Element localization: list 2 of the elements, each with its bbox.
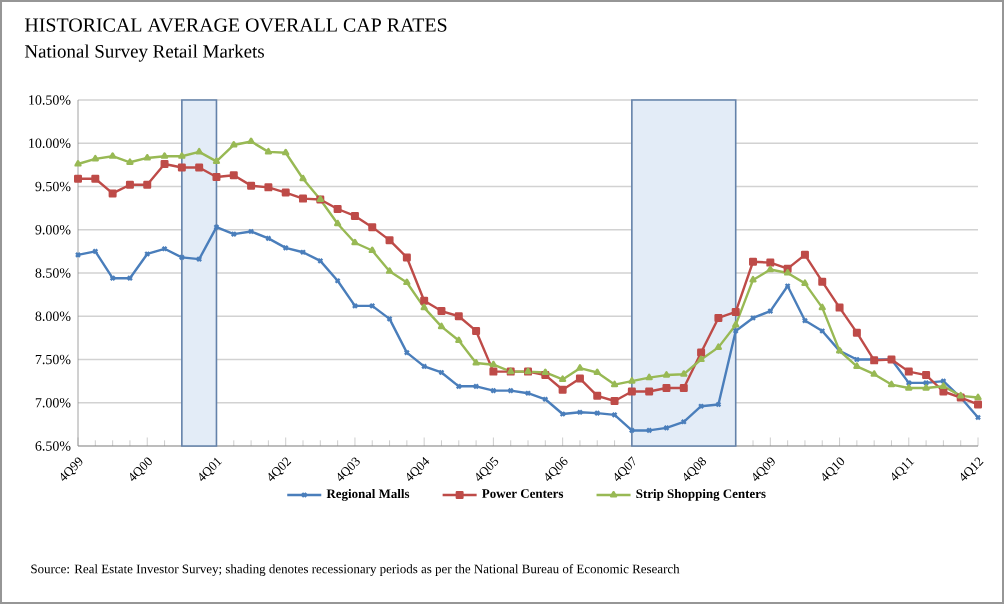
chart-title: HISTORICAL AVERAGE OVERALL CAP RATES — [24, 18, 447, 32]
chart-subtitle: National Survey Retail Markets — [24, 44, 264, 62]
